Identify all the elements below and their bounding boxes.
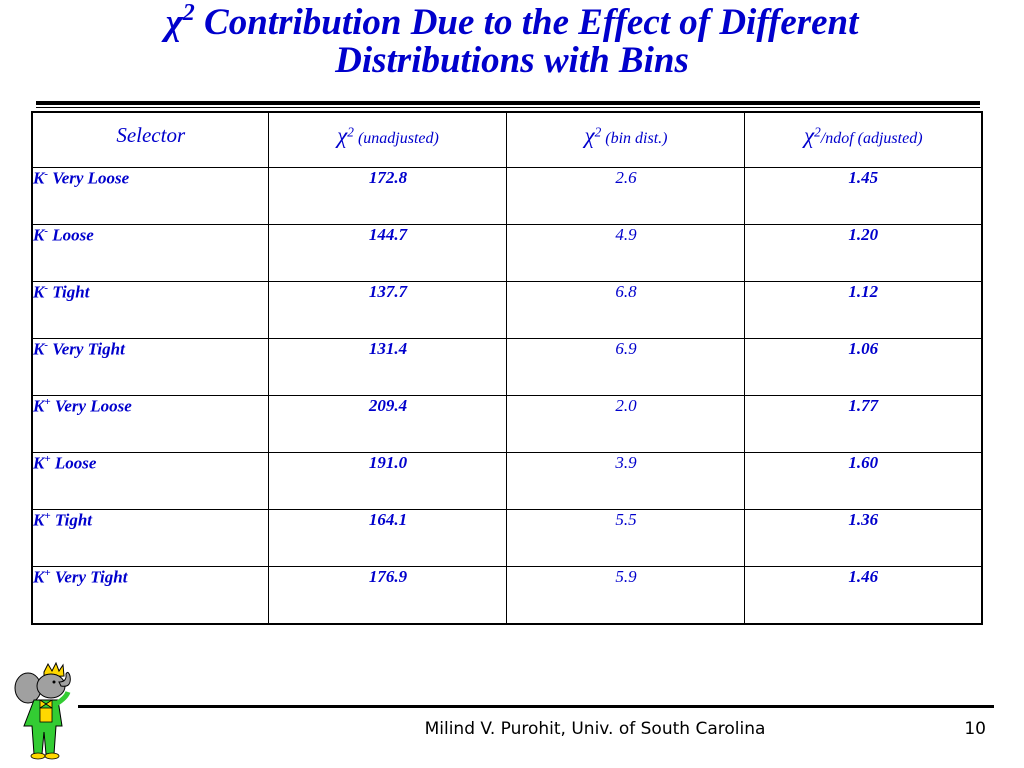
footer-author: Milind V. Purohit, Univ. of South Caroli… [424,719,766,739]
bin-dist-cell: 5.5 [506,508,746,567]
table-row: K- Loose 144.7 4.9 1.20 [31,223,983,282]
charge-sign: + [44,566,51,579]
selector-cell: K- Very Loose [31,166,270,225]
header-chi-sup: 2 [347,124,354,140]
selector-label: Very Loose [48,168,130,188]
adjusted-cell: 1.06 [744,337,983,396]
bin-dist-cell: 2.6 [506,166,746,225]
bin-dist-cell: 2.0 [506,394,746,453]
adjusted-cell: 1.20 [744,223,983,282]
header-chi-symbol: χ [803,123,815,148]
particle-label: K [33,510,45,530]
selector-label: Tight [50,510,93,530]
adjusted-cell: 1.60 [744,451,983,510]
charge-sign: - [44,167,49,180]
charge-sign: + [44,452,51,465]
bin-dist-cell: 3.9 [506,451,746,510]
charge-sign: - [44,224,49,237]
charge-sign: - [44,281,49,294]
table-row: K- Very Loose 172.8 2.6 1.45 [31,166,983,225]
selector-cell: K+ Tight [31,508,270,567]
bin-dist-cell: 6.9 [506,337,746,396]
adjusted-cell: 1.46 [744,565,983,624]
selector-label: Loose [50,453,97,473]
adjusted-cell: 1.12 [744,280,983,339]
header-chi-symbol: χ [584,123,595,148]
page-number: 10 [964,719,986,739]
selector-cell: K- Very Tight [31,337,270,396]
chi-superscript: 2 [182,0,195,26]
unadjusted-cell: 164.1 [268,508,508,567]
bin-dist-cell: 5.9 [506,565,746,624]
header-bin-dist-label: (bin dist.) [601,130,668,147]
selector-cell: K+ Loose [31,451,270,510]
header-bin-dist: χ2 (bin dist.) [506,111,746,168]
selector-label: Tight [48,282,90,302]
unadjusted-cell: 176.9 [268,565,508,624]
selector-label: Loose [48,225,94,245]
unadjusted-cell: 131.4 [268,337,508,396]
particle-label: K [33,282,45,302]
particle-label: K [33,168,45,188]
particle-label: K [33,339,45,359]
header-chi-sup: 2 [814,124,821,140]
adjusted-cell: 1.45 [744,166,983,225]
slide-title: χ2 Contribution Due to the Effect of Dif… [40,1,984,81]
header-chi-sup: 2 [594,124,602,140]
header-selector: Selector [31,111,270,168]
chi2-table: Selector χ2 (unadjusted) χ2 (bin dist.) … [31,111,983,625]
selector-cell: K+ Very Loose [31,394,270,453]
unadjusted-cell: 191.0 [268,451,508,510]
selector-cell: K- Loose [31,223,270,282]
charge-sign: + [44,395,51,408]
title-divider [36,101,980,108]
table-row: K+ Tight 164.1 5.5 1.36 [31,508,983,567]
table-row: K+ Very Tight 176.9 5.9 1.46 [31,565,983,624]
header-adjusted: χ2/ndof (adjusted) [744,111,983,168]
elephant-mascot-icon [14,662,71,760]
selector-cell: K+ Very Tight [31,565,270,624]
table-row: K+ Very Loose 209.4 2.0 1.77 [31,394,983,453]
selector-cell: K- Tight [31,280,270,339]
particle-label: K [33,225,45,245]
selector-label: Very Tight [50,567,128,587]
unadjusted-cell: 172.8 [268,166,508,225]
table-row: K+ Loose 191.0 3.9 1.60 [31,451,983,510]
selector-label: Very Tight [48,339,125,359]
unadjusted-cell: 137.7 [268,280,508,339]
footer-divider [78,705,994,708]
particle-label: K [33,396,45,416]
header-adjusted-label: /ndof (adjusted) [820,130,923,147]
charge-sign: - [44,338,49,351]
particle-label: K [33,453,45,473]
bin-dist-cell: 4.9 [506,223,746,282]
selector-label: Very Loose [50,396,132,416]
table-header-row: Selector χ2 (unadjusted) χ2 (bin dist.) … [31,111,983,168]
adjusted-cell: 1.36 [744,508,983,567]
particle-label: K [33,567,45,587]
adjusted-cell: 1.77 [744,394,983,453]
header-unadjusted-label: (unadjusted) [353,130,439,147]
title-line-1: Contribution Due to the Effect of Differ… [194,2,859,43]
table-row: K- Very Tight 131.4 6.9 1.06 [31,337,983,396]
charge-sign: + [44,509,51,522]
chi-symbol: χ [165,2,183,43]
unadjusted-cell: 144.7 [268,223,508,282]
table-row: K- Tight 137.7 6.8 1.12 [31,280,983,339]
bin-dist-cell: 6.8 [506,280,746,339]
title-line-2: Distributions with Bins [335,40,689,81]
unadjusted-cell: 209.4 [268,394,508,453]
header-unadjusted: χ2 (unadjusted) [268,111,508,168]
header-chi-symbol: χ [337,123,348,148]
